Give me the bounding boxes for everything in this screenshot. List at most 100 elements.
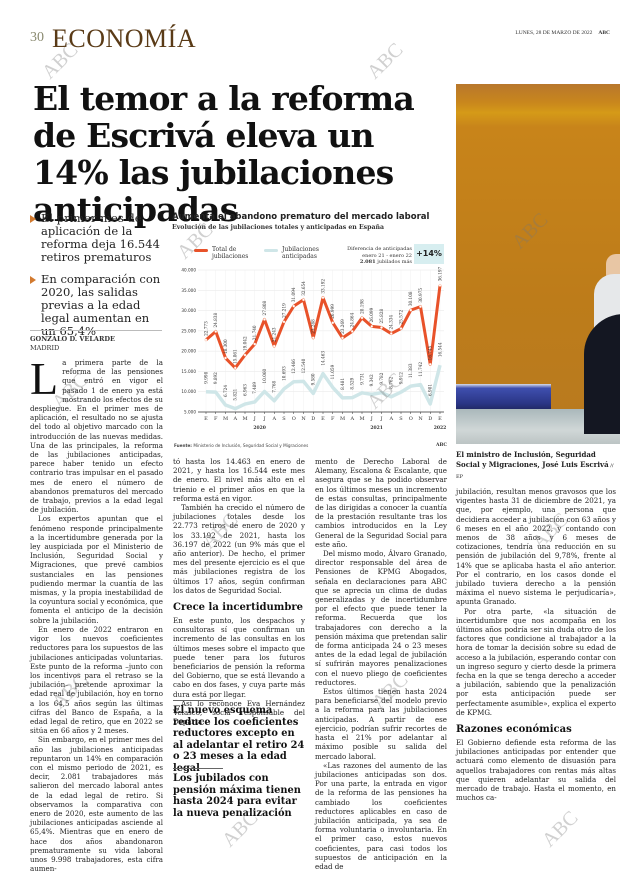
svg-text:30.000: 30.000 — [181, 308, 196, 313]
article-column-4: jubilación, resultan menos gravosos que … — [456, 487, 616, 803]
svg-text:40.000: 40.000 — [181, 268, 196, 273]
svg-text:5.000: 5.000 — [184, 410, 196, 415]
diff-suffix: jubilados más — [377, 259, 412, 265]
pull-quote-text: Los jubilados con pensión máxima tienen … — [173, 773, 301, 819]
subheading: Crece la incertidumbre — [173, 602, 303, 614]
svg-text:23.288: 23.288 — [311, 319, 316, 334]
bullet-text: En comparación con 2020, las salidas pre… — [41, 272, 161, 338]
svg-text:10.000: 10.000 — [181, 389, 196, 394]
date-line: LUNES, 28 DE MARZO DE 2022 ABC — [515, 30, 610, 36]
svg-text:2020: 2020 — [253, 425, 266, 431]
svg-text:9.580: 9.580 — [311, 373, 316, 385]
chart-subtitle: Evolución de las jubilaciones totales y … — [172, 224, 384, 231]
svg-text:24.838: 24.838 — [213, 313, 218, 328]
svg-text:O: O — [409, 416, 413, 422]
svg-text:9.912: 9.912 — [399, 372, 404, 384]
svg-text:19.042: 19.042 — [243, 336, 248, 351]
diff-label: Diferencia de anticipadas — [347, 246, 412, 252]
page-header: 30 ECONOMÍA LUNES, 28 DE MARZO DE 2022 AB… — [30, 22, 610, 62]
svg-text:A: A — [349, 416, 354, 422]
svg-text:D: D — [428, 416, 432, 422]
bullet-text: El primer mes de aplicación de la reform… — [41, 211, 160, 264]
svg-text:23.269: 23.269 — [340, 319, 345, 334]
svg-text:D: D — [311, 416, 315, 422]
source-label: Fuente: — [174, 443, 192, 448]
date: LUNES, 28 DE MARZO DE 2022 — [515, 30, 593, 36]
svg-text:16.745: 16.745 — [428, 345, 433, 360]
svg-text:22.773: 22.773 — [204, 321, 209, 336]
svg-text:27.808: 27.808 — [262, 300, 267, 315]
pull-quote: Los jubilados con pensión máxima tienen … — [173, 768, 305, 819]
caption-text: El ministro de Inclusión, Seguridad Soci… — [456, 450, 609, 469]
paragraph: El Gobierno defiende esta reforma de las… — [456, 738, 616, 803]
section-title: ECONOMÍA — [52, 24, 197, 53]
legend-label: Total de jubilaciones — [212, 246, 249, 260]
svg-text:18.300: 18.300 — [223, 339, 228, 354]
svg-text:25.828: 25.828 — [379, 309, 384, 324]
svg-text:11.742: 11.742 — [418, 362, 423, 377]
minister-photo — [456, 84, 620, 444]
svg-text:6.963: 6.963 — [243, 384, 248, 396]
svg-text:A: A — [271, 416, 276, 422]
svg-text:36.197: 36.197 — [438, 266, 443, 281]
svg-text:O: O — [292, 416, 296, 422]
svg-text:7.489: 7.489 — [252, 382, 257, 394]
svg-text:35.000: 35.000 — [181, 288, 196, 293]
chart-plot: 5.000 10.000 15.000 20.000 25.000 30.000 35.00… — [181, 266, 446, 431]
svg-text:6.981: 6.981 — [428, 384, 433, 396]
svg-text:E: E — [204, 416, 208, 422]
svg-text:15.861: 15.861 — [233, 349, 238, 364]
credit-text: EP — [456, 474, 464, 480]
svg-text:J: J — [370, 416, 373, 422]
legend-label: Jubilaciones anticipadas — [282, 246, 319, 260]
svg-text:27.219: 27.219 — [282, 303, 287, 318]
svg-text:A: A — [388, 416, 393, 422]
svg-text:F: F — [331, 416, 335, 422]
article-column-3: mento de Derecho Laboral de Alemany, Esc… — [315, 457, 447, 871]
svg-text:30.108: 30.108 — [408, 291, 413, 306]
svg-text:28.198: 28.198 — [360, 299, 365, 314]
summary-bullet: En comparación con 2020, las salidas pre… — [30, 273, 162, 338]
legend-swatch-icon — [264, 249, 278, 252]
bullet-triangle-icon — [30, 215, 36, 223]
svg-text:25.572: 25.572 — [399, 310, 404, 325]
summary-bullet: El primer mes de aplicación de la reform… — [30, 212, 162, 264]
photo-credit: // EP — [456, 462, 614, 481]
svg-text:8.529: 8.529 — [350, 377, 355, 389]
chart-signature: ABC — [436, 443, 447, 448]
svg-text:2021: 2021 — [370, 425, 383, 431]
svg-text:26.099: 26.099 — [369, 307, 374, 322]
bullet-triangle-icon — [30, 276, 36, 284]
svg-text:26.999: 26.999 — [330, 304, 335, 319]
svg-text:14.463: 14.463 — [321, 351, 326, 366]
photo-suit — [584, 314, 620, 434]
svg-text:F: F — [214, 416, 218, 422]
pull-quote-rule — [173, 700, 223, 701]
svg-text:9.342: 9.342 — [369, 374, 374, 386]
paragraph: Sin embargo, en el primer mes del año la… — [30, 735, 163, 873]
svg-text:A: A — [232, 416, 237, 422]
svg-text:J: J — [379, 416, 382, 422]
svg-text:30.975: 30.975 — [418, 288, 423, 303]
svg-text:M: M — [223, 416, 228, 422]
subheading: Razones económicas — [456, 724, 572, 736]
paragraph: En este punto, los despachos y consultor… — [173, 616, 305, 699]
abc-watermark: ABC — [537, 806, 583, 852]
chart-source: Fuente: Ministerio de Inclusión, Segurid… — [174, 443, 308, 448]
svg-text:N: N — [301, 416, 306, 422]
svg-text:J: J — [253, 416, 256, 422]
paragraph: Por otra parte, «la situación de incerti… — [456, 606, 617, 717]
svg-text:M: M — [359, 416, 364, 422]
svg-text:E: E — [438, 416, 442, 422]
svg-text:J: J — [262, 416, 265, 422]
summary-bullets: El primer mes de aplicación de la reform… — [30, 212, 162, 347]
dateline-city: MADRID — [30, 344, 60, 352]
svg-text:33.192: 33.192 — [321, 279, 326, 294]
svg-text:9.731: 9.731 — [360, 372, 365, 384]
svg-text:9.892: 9.892 — [213, 372, 218, 384]
svg-text:5.821: 5.821 — [233, 388, 238, 400]
svg-text:9.782: 9.782 — [379, 372, 384, 384]
pull-quote-text: El nuevo esquema reduce los coeficientes… — [173, 705, 305, 774]
paragraph: Así lo reconoce Eva Hernández Velasco, s… — [173, 698, 305, 727]
